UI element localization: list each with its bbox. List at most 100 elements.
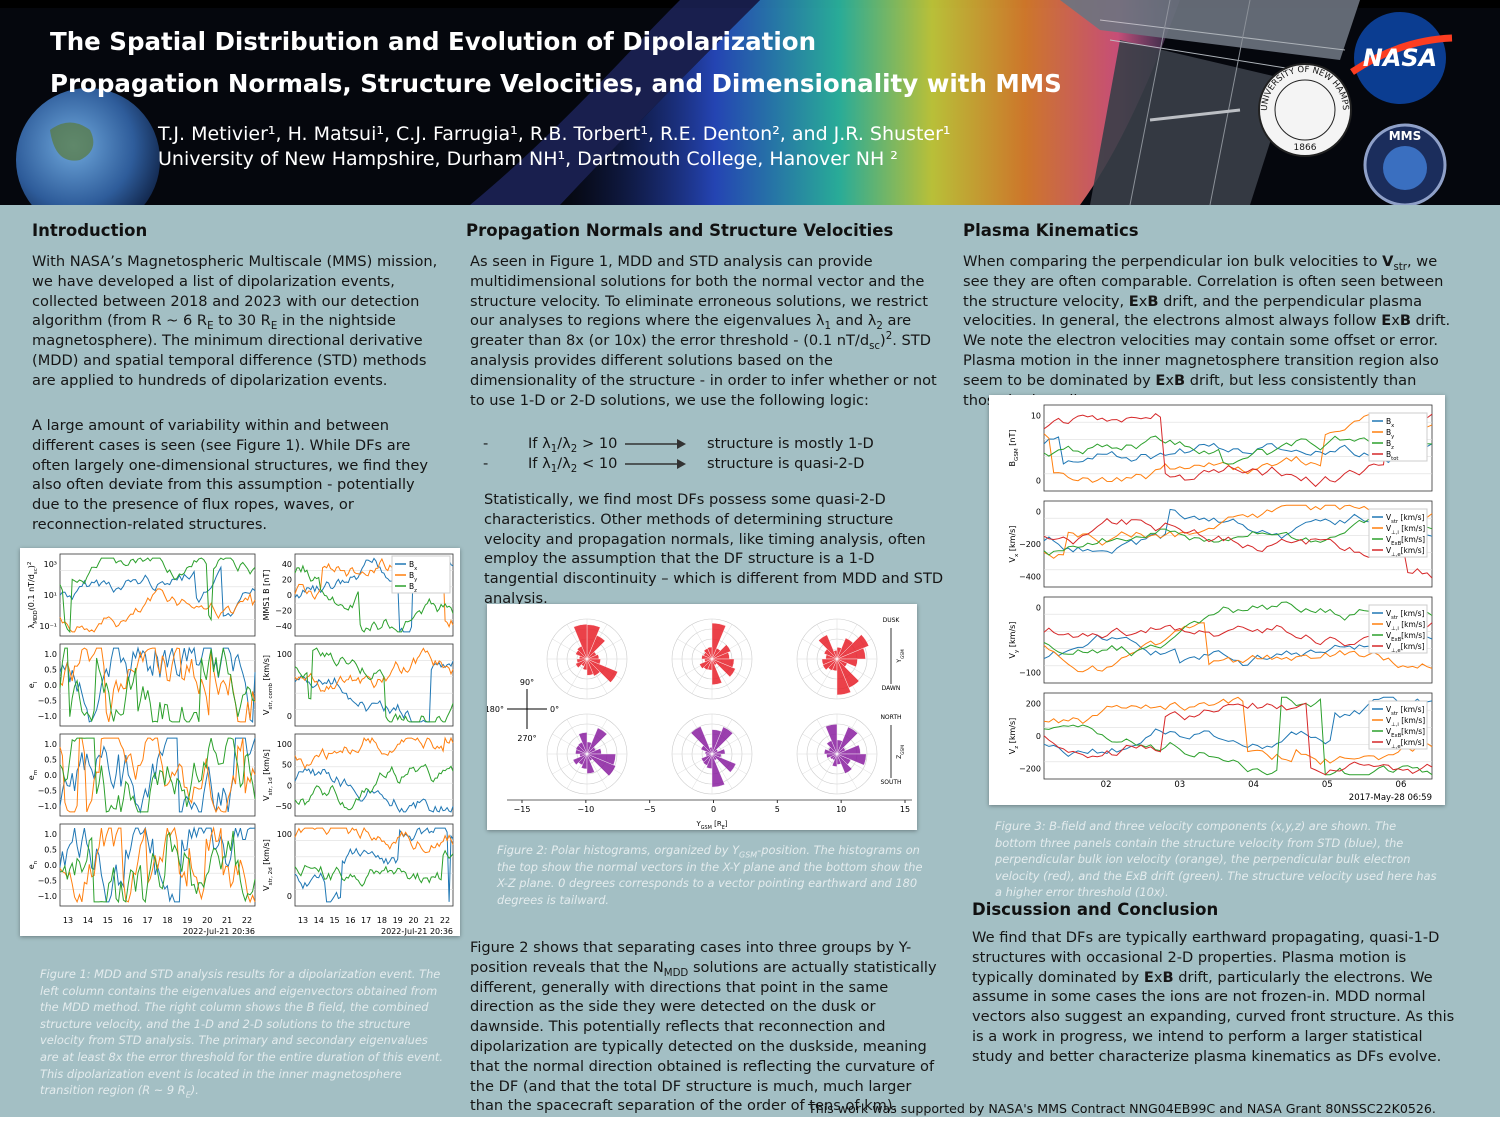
plot-frame (59, 553, 256, 637)
trace (294, 564, 454, 633)
bold-run: B (1162, 968, 1174, 986)
figure-1: 10³ 10¹ 10⁻¹ λMDD(0.1 nT/dsc)2 1.0 0.5 0.0 −0.5… (20, 548, 460, 936)
bullet: - (483, 435, 489, 452)
trace (1043, 436, 1433, 465)
polar-bin (690, 726, 713, 755)
polar-bin (711, 753, 722, 758)
text-run: x (1391, 312, 1400, 330)
text-run: V (1386, 620, 1392, 629)
y-tick-label: 0 (1036, 507, 1041, 516)
legend-entry: V⊥,i [km/s] (1386, 716, 1425, 728)
text-run: are greater than 8x (or 10x) the error t… (470, 312, 912, 350)
plot-frame (1043, 596, 1433, 684)
trace (59, 647, 256, 723)
polar-bin (586, 658, 601, 665)
section-heading: Introduction (32, 221, 148, 240)
arrow (625, 459, 686, 469)
bold-run: E (1128, 292, 1139, 310)
text-run: V (1386, 727, 1392, 736)
text-run: V (1386, 642, 1392, 651)
trace (1043, 412, 1433, 488)
paragraph: Statistically, we find most DFs possess … (484, 490, 950, 609)
text-run: V (262, 885, 271, 891)
polar-bin (836, 726, 858, 755)
x-tick-label: 22 (242, 916, 252, 925)
text-run: V (1386, 609, 1392, 618)
legend-entry: Vstr [km/s] (1386, 513, 1424, 525)
y-tick-label: 0 (287, 591, 292, 600)
text-run: /λ (557, 455, 571, 472)
trace (1043, 413, 1433, 483)
text-run: [km/s] (1399, 524, 1425, 533)
y-axis-label: em (27, 770, 39, 780)
subscript: ⊥,e (1391, 648, 1400, 654)
header-art: NASA THE UNIVERSITY OF NEW HAMPSHIRE 186… (0, 0, 1500, 205)
figure-2: 90° 270° 180° 0° DUSK DAWN NORTH SOUTH YGSM ZGSM −… (485, 604, 917, 831)
polar-bin (826, 740, 838, 755)
y-tick-label: −50 (275, 802, 292, 811)
trace (1043, 518, 1433, 556)
compass-label: 0° (550, 705, 559, 714)
text-run: -position. The histograms on the top sho… (497, 843, 923, 907)
trace (1043, 696, 1433, 766)
x-tick-label: 04 (1248, 780, 1259, 790)
legend-entry: VExB[km/s] (1386, 631, 1425, 643)
polar-bin (836, 753, 867, 766)
subscript: E (722, 825, 725, 830)
mms-text: MMS (1389, 129, 1422, 143)
subscript: ExB (1391, 733, 1401, 739)
subscript: m (33, 770, 39, 775)
text-run: A large amount of variability within and… (32, 417, 428, 533)
subscript: MDD (663, 967, 689, 979)
side-label: DUSK (883, 617, 901, 624)
trace (1043, 696, 1433, 776)
x-tick-label: 13 (298, 916, 308, 925)
subscript: ⊥,i (1391, 722, 1399, 728)
trace (59, 737, 256, 814)
subscript: y (1391, 434, 1394, 440)
nasa-text: NASA (1363, 44, 1438, 72)
text-run: e (27, 683, 36, 688)
caption: Figure 3: B-field and three velocity com… (995, 818, 1437, 901)
aurora (560, 0, 1180, 205)
text-run: [km/s] (1398, 609, 1424, 618)
text-run: V (1386, 524, 1392, 533)
trace (59, 557, 256, 634)
polar-bin (711, 753, 725, 788)
figure-3: 10 0 BGSM [nT] Bx By Bz Btot 0 −200 −400 Vx [km/s]… (989, 395, 1445, 805)
text-run: [km/s] (1398, 513, 1424, 522)
text-run: /λ (557, 435, 571, 452)
text-run: > 10 (577, 435, 618, 452)
text-run: V (262, 709, 271, 715)
polar-bin (836, 634, 870, 660)
text-run: As seen in Figure 1, MDD and STD analysi… (470, 253, 928, 330)
text-run: We find that DFs are typically earthward… (972, 929, 1440, 986)
side-label: SOUTH (880, 779, 901, 786)
text-run: [R (712, 820, 722, 828)
legend-entry: Vstr [km/s] (1386, 609, 1424, 621)
result: structure is quasi-2-D (707, 455, 865, 472)
y-axis-label: el (27, 681, 39, 688)
subscript: 1 (550, 443, 558, 455)
y-axis-label: en (27, 860, 39, 869)
polar-bin (711, 658, 735, 668)
y-tick-label: −1.0 (38, 892, 57, 901)
legend-entry: V⊥,e[km/s] (1386, 738, 1425, 750)
polar-bin (836, 658, 852, 696)
y-tick-label: 100 (277, 830, 292, 839)
text-run: ). (190, 1083, 199, 1098)
x-tick-label: 03 (1174, 780, 1185, 790)
text-run: x (1165, 371, 1175, 389)
text-run: With NASA’s Magnetospheric Multiscale (M… (32, 253, 438, 330)
trace (59, 565, 256, 617)
polar-bin (818, 634, 838, 660)
y-tick-label: 10¹ (44, 591, 57, 600)
subscript: str (1391, 519, 1399, 525)
subscript: 1 (550, 463, 558, 475)
x-tick-label: 06 (1396, 780, 1407, 790)
legend-entry: Vstr [km/s] (1386, 705, 1424, 717)
text-run: V (1008, 748, 1017, 754)
text-run: B (1386, 428, 1391, 437)
y-tick-label: 0.5 (44, 845, 57, 854)
condition: If λ1/λ2 > 10 (528, 434, 618, 455)
